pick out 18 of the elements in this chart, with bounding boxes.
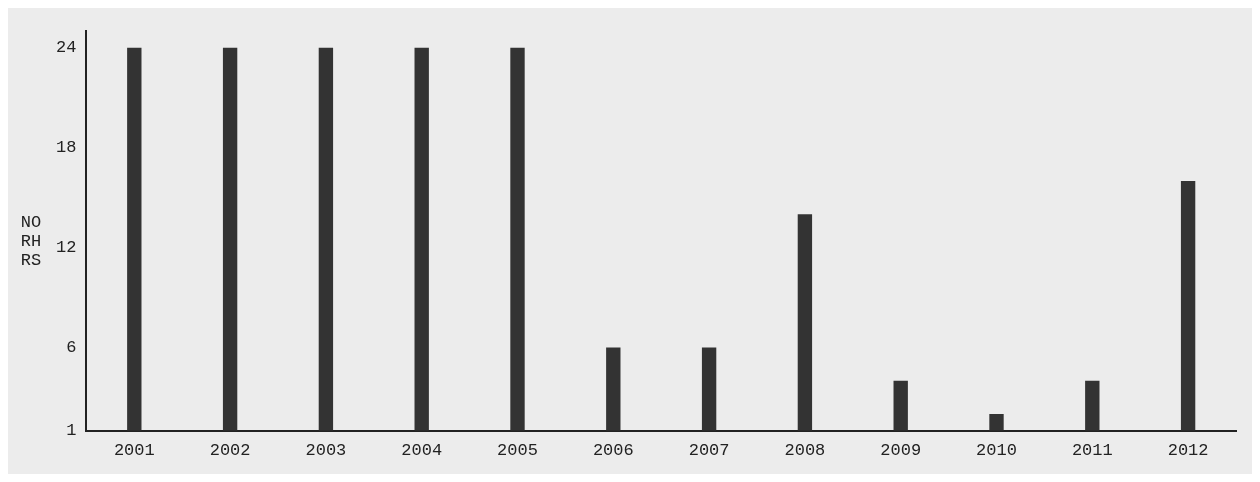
x-tick-label: 2004 bbox=[401, 441, 443, 461]
x-tick-label: 2011 bbox=[1071, 441, 1113, 461]
x-tick-label: 2005 bbox=[497, 441, 538, 461]
x-tick-label: 2001 bbox=[113, 441, 155, 461]
x-tick-label: 2006 bbox=[592, 441, 634, 461]
y-tick-label: 12 bbox=[56, 238, 77, 258]
x-tick-label: 2010 bbox=[976, 441, 1017, 461]
y-tick-label: 24 bbox=[56, 38, 77, 58]
y-tick-label: 1 bbox=[66, 421, 77, 441]
x-tick-label: 2007 bbox=[688, 441, 730, 461]
y-tick-label: 18 bbox=[56, 138, 77, 158]
x-tick-label: 2002 bbox=[209, 441, 251, 461]
x-tick-label: 2009 bbox=[880, 441, 922, 461]
y-tick-label: 6 bbox=[66, 337, 77, 357]
x-tick-label: 2012 bbox=[1167, 441, 1209, 461]
x-tick-label: 2003 bbox=[305, 441, 347, 461]
x-tick-label: 2008 bbox=[784, 441, 826, 461]
y-axis-title: NORHRS bbox=[19, 212, 43, 270]
